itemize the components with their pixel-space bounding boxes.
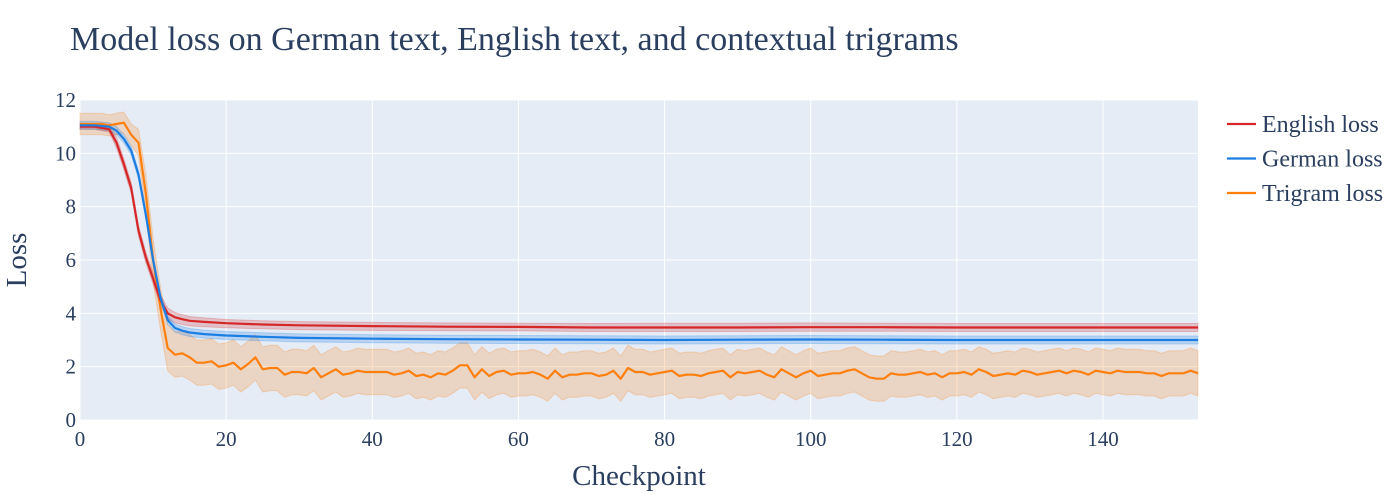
y-tick-label: 6 <box>66 248 77 272</box>
chart-title: Model loss on German text, English text,… <box>70 21 959 58</box>
y-tick-label: 10 <box>55 141 76 165</box>
y-tick-label: 4 <box>66 301 77 325</box>
line-german-loss <box>80 124 1198 342</box>
y-tick-labels: 0 2 4 6 8 10 12 <box>55 88 77 432</box>
x-tick-label: 140 <box>1087 427 1119 451</box>
legend-label: Trigram loss <box>1262 181 1383 207</box>
line-english-loss <box>80 125 1198 329</box>
legend: English loss German loss Trigram loss <box>1227 112 1383 207</box>
legend-label: German loss <box>1262 147 1383 173</box>
line-trigram-loss <box>80 121 1199 380</box>
x-tick-label: 20 <box>216 427 237 451</box>
x-tick-label: 120 <box>941 427 973 451</box>
x-tick-labels: 0 20 40 60 80 100 120 140 <box>75 427 1119 451</box>
x-tick-label: 60 <box>508 427 529 451</box>
x-tick-label: 100 <box>795 427 827 451</box>
x-tick-label: 80 <box>654 427 675 451</box>
y-tick-label: 0 <box>66 408 77 432</box>
series-lines <box>80 121 1199 380</box>
x-tick-label: 0 <box>75 427 86 451</box>
y-tick-label: 2 <box>66 355 77 379</box>
x-tick-label: 40 <box>362 427 383 451</box>
legend-label: English loss <box>1262 112 1379 138</box>
x-axis-title: Checkpoint <box>572 460 706 492</box>
grid-lines <box>79 99 1198 421</box>
band-trigram-loss <box>79 111 1199 403</box>
y-axis-title: Loss <box>1 233 33 288</box>
y-tick-label: 8 <box>66 195 77 219</box>
y-tick-label: 12 <box>55 88 76 112</box>
